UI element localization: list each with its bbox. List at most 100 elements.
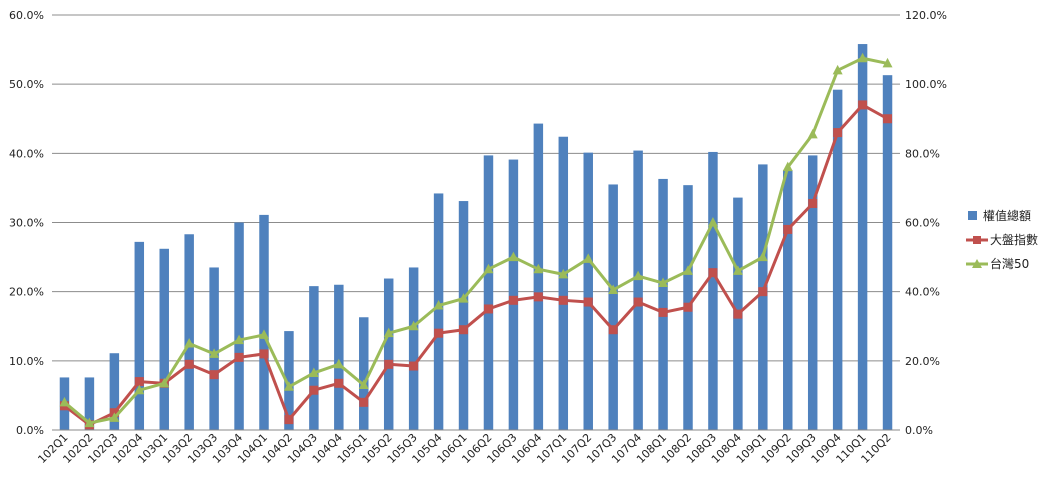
data-point [683, 302, 693, 312]
data-point [882, 57, 893, 68]
bar [334, 284, 344, 430]
data-point [308, 367, 319, 377]
bar [134, 241, 145, 430]
data-point [608, 284, 619, 294]
legend-label: 台灣50 [990, 256, 1029, 271]
bar [309, 286, 319, 430]
legend-swatch [968, 211, 977, 220]
data-point [808, 198, 818, 208]
left-axis-tick-label: 10.0% [9, 355, 44, 368]
bar [359, 317, 369, 430]
data-point [533, 292, 543, 302]
data-point [508, 251, 519, 262]
bar [558, 136, 569, 430]
bar-series [59, 44, 893, 431]
bar [658, 178, 668, 430]
data-point [608, 325, 618, 335]
left-axis-tick-label: 20.0% [9, 286, 44, 299]
bar [84, 377, 95, 430]
bar [433, 193, 444, 430]
legend-label: 權值總額 [983, 208, 1031, 223]
data-point [459, 325, 469, 335]
data-point [408, 320, 419, 331]
data-point [558, 268, 569, 279]
data-point [284, 415, 294, 425]
right-axis-tick-labels: 0.0% 20.0% 40.0% 60.0% 80.0% 100.0% 120.0% [905, 9, 947, 437]
data-point [633, 297, 643, 307]
bar [807, 155, 818, 431]
right-axis-tick-label: 20.0% [905, 355, 940, 368]
data-point [184, 338, 195, 348]
data-point [558, 295, 568, 305]
data-point [757, 251, 768, 262]
bar [109, 353, 120, 430]
data-point [134, 384, 145, 395]
data-point [758, 287, 768, 297]
right-axis-tick-label: 80.0% [905, 147, 940, 160]
data-point [458, 293, 469, 303]
left-axis-tick-label: 30.0% [9, 217, 44, 230]
bar [284, 331, 294, 430]
data-point [134, 377, 144, 387]
data-point [333, 358, 344, 369]
data-point [883, 114, 893, 124]
data-point [832, 64, 843, 75]
data-point [508, 295, 518, 305]
data-point [583, 297, 593, 307]
bar [508, 159, 519, 430]
bar [184, 234, 194, 430]
data-point [833, 128, 843, 138]
bar [857, 44, 868, 431]
data-point [658, 277, 669, 288]
right-axis-tick-label: 60.0% [905, 217, 940, 230]
legend-marker [972, 259, 982, 268]
data-point [533, 263, 544, 274]
bar [758, 164, 768, 430]
bar [533, 123, 544, 430]
data-point [109, 412, 120, 422]
left-axis-tick-label: 50.0% [9, 78, 44, 91]
bar [383, 278, 394, 430]
data-point [209, 348, 220, 358]
data-point [234, 334, 245, 345]
data-point [433, 300, 444, 310]
bar [408, 267, 419, 430]
series-line [63, 56, 888, 425]
data-point [384, 359, 394, 369]
bar [633, 150, 643, 431]
left-axis-tick-labels: 0.0% 10.0% 20.0% 30.0% 40.0% 50.0% 60.0% [9, 9, 44, 437]
legend-marker [973, 236, 981, 244]
data-point [807, 128, 818, 139]
data-point [708, 268, 718, 278]
data-point [733, 309, 743, 319]
right-axis-tick-label: 0.0% [905, 424, 933, 437]
gridlines [52, 14, 900, 362]
data-point [409, 361, 419, 371]
data-point [234, 352, 244, 362]
data-point [84, 417, 95, 428]
right-axis-tick-label: 100.0% [905, 78, 947, 91]
bar [708, 151, 718, 430]
data-point [683, 265, 693, 275]
data-point [259, 329, 269, 339]
data-point [283, 381, 294, 391]
data-point [309, 385, 319, 395]
data-point [383, 327, 394, 338]
bar [259, 214, 269, 430]
x-axis-tick-labels: 102Q1102Q2102Q3102Q4103Q1103Q2103Q3103Q4… [35, 431, 893, 466]
data-point [858, 100, 868, 110]
right-axis-tick-label: 120.0% [905, 9, 947, 22]
data-point [358, 379, 369, 390]
data-point [159, 377, 170, 388]
data-point [334, 378, 344, 388]
data-point [783, 224, 793, 234]
bar [458, 201, 469, 430]
data-point [658, 307, 668, 317]
bar [832, 89, 843, 430]
data-point [209, 370, 219, 380]
data-point [707, 217, 718, 227]
left-axis-tick-label: 60.0% [9, 9, 44, 22]
bar [783, 169, 793, 430]
data-point [483, 304, 493, 314]
